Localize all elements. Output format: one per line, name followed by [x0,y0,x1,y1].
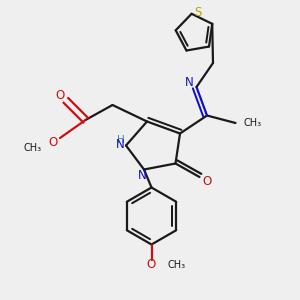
Text: O: O [49,136,58,149]
Text: S: S [194,6,202,19]
Text: CH₃: CH₃ [168,260,186,270]
Text: CH₃: CH₃ [243,118,261,128]
Text: O: O [56,88,64,102]
Text: N: N [138,169,147,182]
Text: O: O [146,258,155,272]
Text: O: O [202,175,211,188]
Text: CH₃: CH₃ [24,143,42,154]
Text: N: N [116,138,125,152]
Text: H: H [117,135,124,145]
Text: N: N [184,76,194,89]
